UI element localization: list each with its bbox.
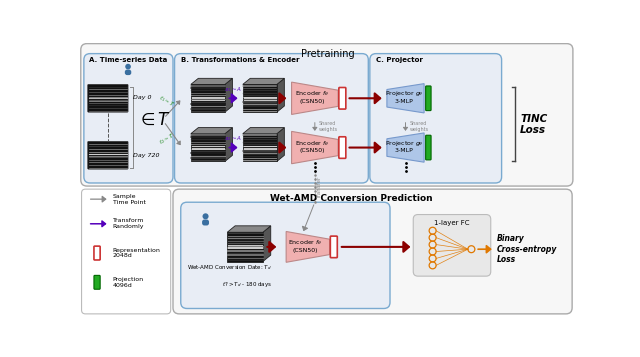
- Polygon shape: [277, 78, 284, 112]
- FancyBboxPatch shape: [81, 189, 171, 314]
- Polygon shape: [387, 84, 424, 113]
- FancyBboxPatch shape: [81, 44, 573, 186]
- Text: $t ?>  T_d$ - 180 days: $t ?> T_d$ - 180 days: [221, 280, 272, 289]
- FancyBboxPatch shape: [94, 246, 100, 260]
- Polygon shape: [387, 133, 424, 162]
- Text: $a_1{\sim}A$: $a_1{\sim}A$: [225, 85, 243, 94]
- Text: Wet-AMD Conversion Prediction: Wet-AMD Conversion Prediction: [270, 194, 433, 203]
- Polygon shape: [277, 127, 284, 161]
- Text: Binary
Cross-entropy
Loss: Binary Cross-entropy Loss: [497, 234, 557, 264]
- Text: B. Transformations & Encoder: B. Transformations & Encoder: [180, 57, 300, 63]
- Polygon shape: [243, 127, 284, 134]
- Text: $t_2 \sim \mathcal{T}$: $t_2 \sim \mathcal{T}$: [157, 130, 177, 147]
- FancyBboxPatch shape: [370, 54, 502, 183]
- Text: TINC
Loss: TINC Loss: [520, 114, 547, 135]
- Text: $a_2{\sim}A$: $a_2{\sim}A$: [225, 134, 243, 143]
- Polygon shape: [286, 231, 330, 262]
- Polygon shape: [263, 226, 271, 262]
- FancyBboxPatch shape: [180, 202, 390, 308]
- Text: Shared
weights: Shared weights: [319, 121, 338, 132]
- FancyBboxPatch shape: [173, 189, 572, 314]
- FancyBboxPatch shape: [426, 86, 431, 111]
- Text: $\in T$: $\in T$: [136, 111, 171, 129]
- Polygon shape: [243, 78, 284, 84]
- FancyBboxPatch shape: [330, 236, 337, 258]
- Polygon shape: [227, 226, 271, 232]
- Text: $t_1 \sim \mathcal{T}$: $t_1 \sim \mathcal{T}$: [157, 93, 177, 110]
- Text: Encoder $f_\theta$
(CSN50): Encoder $f_\theta$ (CSN50): [295, 89, 330, 104]
- Text: 1-layer FC: 1-layer FC: [435, 220, 470, 226]
- FancyBboxPatch shape: [339, 87, 346, 109]
- Circle shape: [125, 64, 131, 69]
- Text: Pretraining: Pretraining: [301, 49, 355, 59]
- Text: Projection
4096d: Projection 4096d: [113, 277, 143, 288]
- Text: Transfer: Transfer: [317, 176, 322, 199]
- FancyBboxPatch shape: [339, 137, 346, 159]
- Polygon shape: [227, 232, 263, 262]
- Polygon shape: [243, 84, 277, 112]
- Polygon shape: [292, 131, 338, 164]
- Polygon shape: [191, 84, 225, 112]
- Text: Day 0: Day 0: [132, 95, 151, 100]
- Text: Encoder $f_\theta$
(CSN50): Encoder $f_\theta$ (CSN50): [295, 139, 330, 154]
- FancyBboxPatch shape: [426, 135, 431, 160]
- FancyBboxPatch shape: [88, 84, 128, 112]
- Text: Transform
Randomly: Transform Randomly: [113, 218, 144, 229]
- Text: Wet-AMD Conversion Date: $T_d$: Wet-AMD Conversion Date: $T_d$: [187, 263, 271, 272]
- Text: Day 720: Day 720: [132, 153, 159, 158]
- FancyBboxPatch shape: [94, 275, 100, 289]
- FancyBboxPatch shape: [88, 141, 128, 169]
- Polygon shape: [191, 127, 232, 134]
- Polygon shape: [225, 127, 232, 161]
- Polygon shape: [243, 134, 277, 161]
- Text: Representation
2048d: Representation 2048d: [113, 248, 161, 258]
- Text: Projector $g_\theta$
3-MLP: Projector $g_\theta$ 3-MLP: [385, 139, 423, 154]
- Polygon shape: [191, 134, 225, 161]
- FancyBboxPatch shape: [125, 70, 131, 75]
- Circle shape: [202, 213, 209, 219]
- Text: Encoder $f_\theta$
(CSN50): Encoder $f_\theta$ (CSN50): [289, 238, 323, 253]
- FancyBboxPatch shape: [175, 54, 368, 183]
- FancyBboxPatch shape: [413, 215, 491, 276]
- FancyBboxPatch shape: [84, 54, 173, 183]
- Text: Sample
Time Point: Sample Time Point: [113, 194, 145, 205]
- FancyBboxPatch shape: [202, 220, 209, 226]
- Text: Projector $g_\theta$
3-MLP: Projector $g_\theta$ 3-MLP: [385, 89, 423, 104]
- Polygon shape: [191, 78, 232, 84]
- Text: C. Projector: C. Projector: [376, 57, 423, 63]
- Polygon shape: [292, 82, 338, 115]
- Text: Shared
weights: Shared weights: [410, 121, 429, 132]
- Polygon shape: [225, 78, 232, 112]
- Text: A. Time-series Data: A. Time-series Data: [90, 57, 168, 63]
